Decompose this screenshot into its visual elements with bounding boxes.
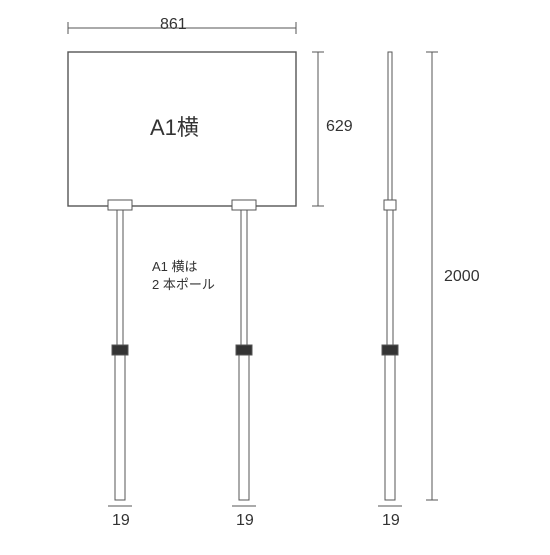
dim-pole-19-left: 19	[112, 512, 130, 530]
dim-pole-19-side: 19	[382, 512, 400, 530]
note-line1: A1 横は	[152, 258, 198, 276]
dim-panel-height: 629	[326, 118, 353, 136]
dim-panel-width: 861	[160, 16, 187, 34]
dim-pole-19-right: 19	[236, 512, 254, 530]
panel-title: A1横	[150, 110, 199, 142]
note-line2: 2 本ポール	[152, 276, 215, 294]
dim-total-height: 2000	[444, 268, 480, 286]
